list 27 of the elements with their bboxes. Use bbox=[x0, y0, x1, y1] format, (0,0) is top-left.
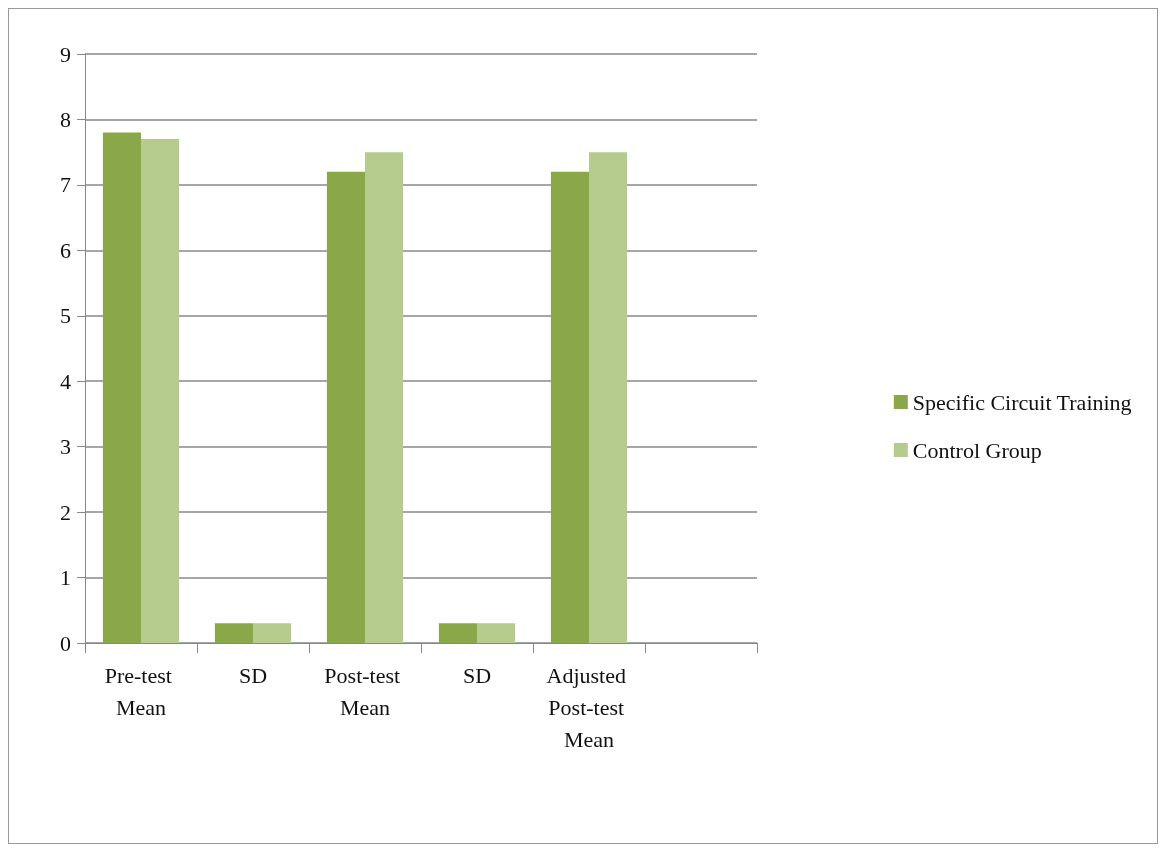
y-tick-label: 1 bbox=[60, 565, 71, 591]
bar bbox=[365, 152, 404, 643]
y-tick-label: 2 bbox=[60, 499, 71, 525]
y-tick-label: 7 bbox=[60, 172, 71, 198]
bar bbox=[438, 623, 477, 643]
x-tick-label: SD bbox=[238, 662, 268, 688]
legend-label: Control Group bbox=[912, 437, 1042, 463]
y-tick-label: 4 bbox=[60, 368, 71, 394]
bar bbox=[102, 132, 141, 643]
bar bbox=[141, 139, 180, 643]
x-tick-label: SD bbox=[462, 662, 492, 688]
bar bbox=[589, 152, 628, 643]
x-tick-label: Post-test Mean bbox=[324, 662, 406, 720]
bar bbox=[253, 623, 292, 643]
bar bbox=[326, 171, 365, 643]
x-tick-label: Adjusted Post-test Mean bbox=[546, 662, 632, 752]
y-tick-label: 0 bbox=[60, 630, 71, 656]
x-tick-label: Pre-test Mean bbox=[104, 662, 178, 720]
y-tick-label: 9 bbox=[60, 41, 71, 67]
bar bbox=[550, 171, 589, 643]
y-tick-label: 5 bbox=[60, 303, 71, 329]
y-tick-label: 3 bbox=[60, 434, 71, 460]
legend-label: Specific Circuit Training bbox=[912, 389, 1132, 415]
bar bbox=[477, 623, 516, 643]
y-tick-label: 6 bbox=[60, 237, 71, 263]
bar bbox=[214, 623, 253, 643]
y-tick-label: 8 bbox=[60, 106, 71, 132]
